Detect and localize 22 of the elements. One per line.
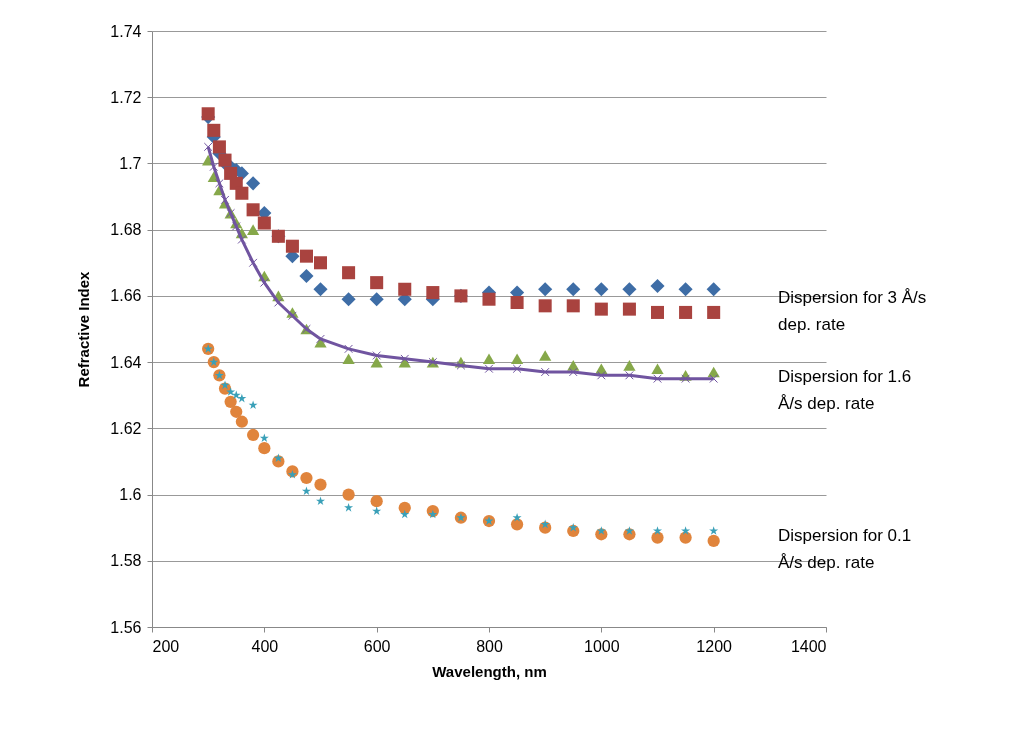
annotation: Dispersion for 3 Å/s dep. rate	[778, 288, 927, 334]
annotation: Dispersion for 0.1 Å/s dep. rate	[778, 526, 912, 572]
y-tick-label: 1.74	[110, 22, 142, 40]
x-tick-label: 1200	[696, 637, 733, 655]
x-tick-label: 1400	[790, 637, 827, 655]
y-tick-label: 1.66	[110, 287, 142, 305]
annotation: Dispersion for 1.6 Å/s dep. rate	[778, 367, 912, 413]
x-axis-title: Wavelength, nm	[432, 662, 547, 680]
y-tick-label: 1.64	[110, 353, 142, 371]
y-tick-label: 1.58	[110, 552, 142, 570]
y-tick-label: 1.62	[110, 419, 142, 437]
y-tick-label: 1.56	[110, 618, 142, 636]
x-tick-label: 200	[152, 637, 180, 655]
x-tick-label: 600	[363, 637, 391, 655]
x-tick-label: 1000	[584, 637, 620, 655]
x-tick-label: 400	[251, 637, 279, 655]
y-axis-title: Refractive Index	[75, 270, 93, 388]
y-tick-label: 1.6	[119, 486, 142, 504]
x-tick-label: 800	[476, 637, 503, 655]
y-tick-label: 1.7	[119, 154, 142, 172]
y-tick-label: 1.68	[110, 221, 142, 239]
y-tick-label: 1.72	[110, 88, 142, 106]
